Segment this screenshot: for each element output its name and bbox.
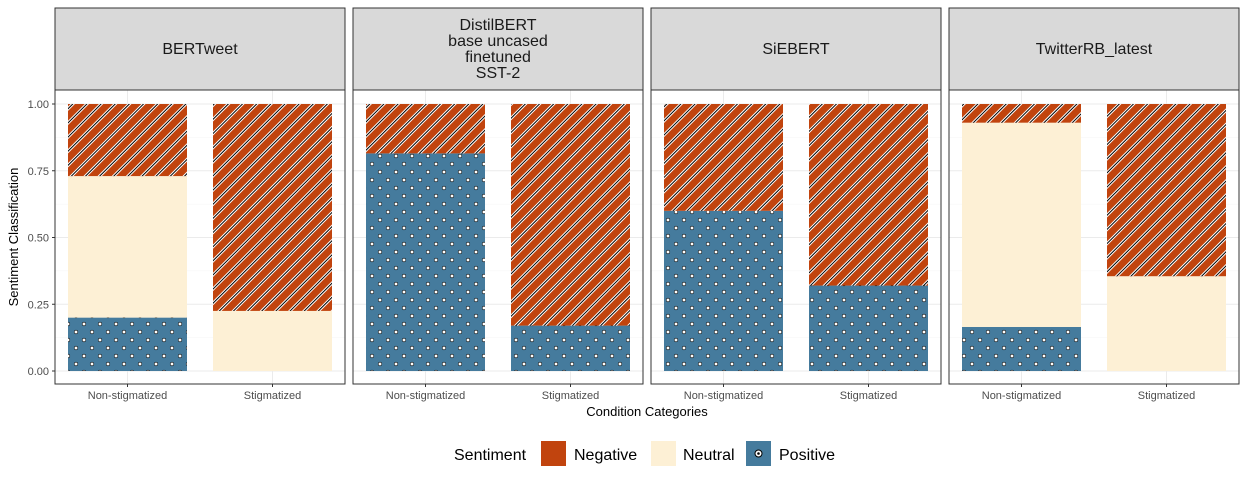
facet-strip: [948, 7, 1240, 91]
x-tick-label: Stigmatized: [840, 390, 897, 402]
legend-item-neutral: Neutral: [651, 441, 735, 466]
facet-strip: [54, 7, 346, 91]
y-tick-label: 0.00: [28, 366, 49, 378]
bar-segment-negative-stigmatized-pattern: [511, 104, 630, 326]
legend-dot-center: [757, 452, 760, 455]
y-tick-label: 1.00: [28, 99, 49, 111]
facet-title-line: SST-2: [476, 65, 521, 82]
facet-siebert: SiEBERT Non-stigmatized Stigmatized: [650, 7, 942, 402]
facet-title-line: BERTweet: [162, 41, 238, 58]
facet-strip: [352, 7, 644, 91]
bar-segment-positive-non-stigmatized-pattern: [664, 210, 783, 371]
panel-border: [650, 89, 942, 385]
bars: [962, 104, 1226, 371]
bar-segment-neutral-stigmatized: [1107, 276, 1226, 371]
bar-segment-positive-stigmatized-pattern: [809, 285, 928, 371]
bar-segment-negative-stigmatized-pattern: [213, 104, 332, 311]
legend-item-positive: Positive: [746, 441, 835, 466]
panel-border: [948, 89, 1240, 385]
bar-segment-neutral-non-stigmatized: [68, 176, 187, 318]
bars: [664, 104, 928, 371]
bars: [68, 104, 332, 371]
y-tick-label: 0.75: [28, 166, 49, 178]
x-axis-title: Condition Categories: [586, 404, 708, 419]
x-tick-label: Stigmatized: [244, 390, 301, 402]
bars: [366, 104, 630, 371]
bar-segment-negative-non-stigmatized-pattern: [68, 104, 187, 177]
bar-segment-negative-non-stigmatized-pattern: [664, 104, 783, 211]
facet-title-line: SiEBERT: [762, 41, 830, 58]
y-axis-title: Sentiment Classification: [6, 168, 21, 307]
legend-label-negative: Negative: [574, 447, 637, 464]
facet-strip: [650, 7, 942, 91]
x-tick-label: Non-stigmatized: [386, 390, 465, 402]
x-tick-label: Stigmatized: [542, 390, 599, 402]
bar-segment-negative-non-stigmatized-pattern: [366, 104, 485, 154]
x-tick-label: Non-stigmatized: [88, 390, 167, 402]
x-tick-label: Stigmatized: [1138, 390, 1195, 402]
bar-segment-negative-stigmatized-pattern: [1107, 104, 1226, 277]
legend-label-neutral: Neutral: [683, 447, 735, 464]
bar-segment-positive-non-stigmatized-pattern: [68, 317, 187, 371]
panel-border: [352, 89, 644, 385]
facet-title-line: TwitterRB_latest: [1036, 41, 1153, 58]
bar-segment-negative-non-stigmatized-pattern: [962, 104, 1081, 123]
facet-title-line: DistilBERT: [459, 17, 536, 34]
x-tick-label: Non-stigmatized: [684, 390, 763, 402]
facet-bertweet: BERTweet Non-stigmatized Stigmatized: [54, 7, 346, 402]
legend-label-positive: Positive: [779, 447, 835, 464]
y-tick-label: 0.50: [28, 233, 49, 245]
bar-segment-positive-stigmatized-pattern: [511, 325, 630, 371]
legend-item-negative: Negative: [541, 441, 637, 466]
bar-segment-positive-non-stigmatized-pattern: [366, 153, 485, 371]
bar-segment-neutral-stigmatized: [213, 310, 332, 371]
facet-title-line: base uncased: [448, 33, 548, 50]
facet-title-line: finetuned: [465, 49, 531, 66]
legend-key-negative: [541, 441, 566, 466]
x-tick-label: Non-stigmatized: [982, 390, 1061, 402]
legend-key-neutral: [651, 441, 676, 466]
bar-segment-negative-stigmatized-pattern: [809, 104, 928, 286]
bar-segment-positive-non-stigmatized-pattern: [962, 326, 1081, 371]
facet-twitterrb-latest: TwitterRB_latest Non-stigmatized Stigmatiz…: [948, 7, 1240, 402]
y-tick-label: 0.25: [28, 299, 49, 311]
bar-segment-neutral-non-stigmatized: [962, 122, 1081, 327]
legend-title: Sentiment: [454, 447, 527, 464]
